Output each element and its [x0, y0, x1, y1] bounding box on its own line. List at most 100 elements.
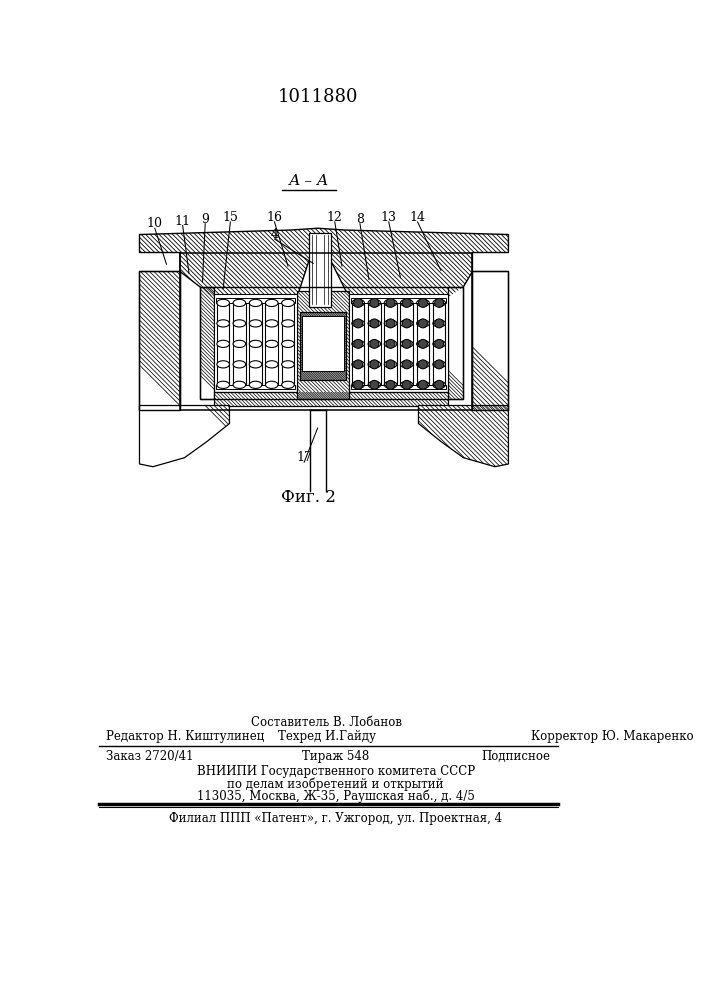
Ellipse shape [281, 361, 294, 368]
Text: 8: 8 [356, 213, 364, 226]
Text: Подписное: Подписное [481, 750, 551, 763]
Text: 17: 17 [296, 451, 312, 464]
Text: 15: 15 [223, 211, 238, 224]
Text: Филиал ППП «Патент», г. Ужгород, ул. Проектная, 4: Филиал ППП «Патент», г. Ужгород, ул. Про… [169, 812, 502, 825]
Circle shape [419, 298, 428, 307]
Polygon shape [297, 291, 349, 399]
Circle shape [386, 319, 395, 328]
Circle shape [386, 339, 395, 348]
Ellipse shape [281, 340, 294, 347]
Text: А – А: А – А [288, 174, 329, 188]
Bar [351, 385, 446, 389]
Circle shape [435, 339, 444, 348]
Polygon shape [139, 271, 180, 410]
Ellipse shape [250, 320, 262, 327]
Ellipse shape [233, 299, 245, 307]
Polygon shape [200, 287, 214, 399]
Polygon shape [419, 406, 508, 467]
Circle shape [435, 319, 444, 328]
Circle shape [419, 360, 428, 369]
Ellipse shape [233, 381, 245, 388]
Ellipse shape [217, 340, 230, 347]
Polygon shape [448, 287, 464, 399]
Text: Корректор Ю. Макаренко: Корректор Ю. Макаренко [531, 730, 694, 743]
Ellipse shape [281, 381, 294, 388]
Bar [216, 298, 295, 303]
Text: 4: 4 [271, 228, 279, 241]
Bar [214, 294, 297, 392]
Text: 12: 12 [327, 211, 343, 224]
Ellipse shape [217, 361, 230, 368]
Ellipse shape [281, 320, 294, 327]
Circle shape [402, 319, 411, 328]
Circle shape [354, 339, 363, 348]
Circle shape [402, 360, 411, 369]
Ellipse shape [233, 340, 245, 347]
Text: 14: 14 [409, 211, 426, 224]
Ellipse shape [250, 299, 262, 307]
Ellipse shape [233, 320, 245, 327]
Text: 10: 10 [147, 217, 163, 230]
Bar [472, 271, 508, 410]
Bar [200, 287, 464, 399]
Text: 1011880: 1011880 [277, 88, 358, 106]
Polygon shape [300, 312, 346, 380]
Ellipse shape [217, 320, 230, 327]
Bar [216, 385, 295, 389]
Text: Тираж 548: Тираж 548 [302, 750, 369, 763]
Ellipse shape [250, 340, 262, 347]
Text: 16: 16 [267, 211, 283, 224]
Ellipse shape [265, 340, 278, 347]
Bar [351, 298, 446, 303]
Ellipse shape [217, 381, 230, 388]
Text: Редактор Н. Киштулинец: Редактор Н. Киштулинец [106, 730, 264, 743]
Text: 9: 9 [201, 213, 209, 226]
Text: ВНИИПИ Государственного комитета СССР: ВНИИПИ Государственного комитета СССР [197, 765, 474, 778]
Polygon shape [472, 271, 508, 410]
Bar [303, 316, 344, 371]
Ellipse shape [233, 361, 245, 368]
Ellipse shape [265, 381, 278, 388]
Circle shape [386, 380, 395, 389]
Ellipse shape [265, 299, 278, 307]
Circle shape [354, 380, 363, 389]
Circle shape [402, 298, 411, 307]
Text: Заказ 2720/41: Заказ 2720/41 [106, 750, 194, 763]
Ellipse shape [265, 320, 278, 327]
Text: Фиг. 2: Фиг. 2 [281, 489, 336, 506]
Ellipse shape [281, 299, 294, 307]
Polygon shape [214, 392, 448, 406]
Circle shape [370, 319, 379, 328]
Polygon shape [139, 228, 508, 298]
Circle shape [419, 319, 428, 328]
Circle shape [386, 298, 395, 307]
Ellipse shape [250, 381, 262, 388]
Circle shape [402, 339, 411, 348]
Text: 13: 13 [381, 211, 397, 224]
Circle shape [402, 380, 411, 389]
Circle shape [354, 360, 363, 369]
Circle shape [370, 360, 379, 369]
Text: Техред И.Гайду: Техред И.Гайду [278, 730, 375, 743]
Bar [214, 294, 297, 385]
Circle shape [370, 380, 379, 389]
Circle shape [419, 380, 428, 389]
Bar [309, 233, 331, 307]
Bar [349, 294, 448, 385]
Text: 113035, Москва, Ж-35, Раушская наб., д. 4/5: 113035, Москва, Ж-35, Раушская наб., д. … [197, 790, 474, 803]
Ellipse shape [250, 361, 262, 368]
Circle shape [386, 360, 395, 369]
Polygon shape [139, 406, 230, 467]
Ellipse shape [265, 361, 278, 368]
Circle shape [370, 298, 379, 307]
Text: 11: 11 [175, 215, 191, 228]
Text: Составитель В. Лобанов: Составитель В. Лобанов [251, 716, 402, 729]
Bar [349, 294, 448, 392]
Circle shape [370, 339, 379, 348]
Circle shape [435, 360, 444, 369]
Circle shape [435, 380, 444, 389]
Bar [139, 271, 180, 410]
Circle shape [435, 298, 444, 307]
Circle shape [354, 319, 363, 328]
Ellipse shape [217, 299, 230, 307]
